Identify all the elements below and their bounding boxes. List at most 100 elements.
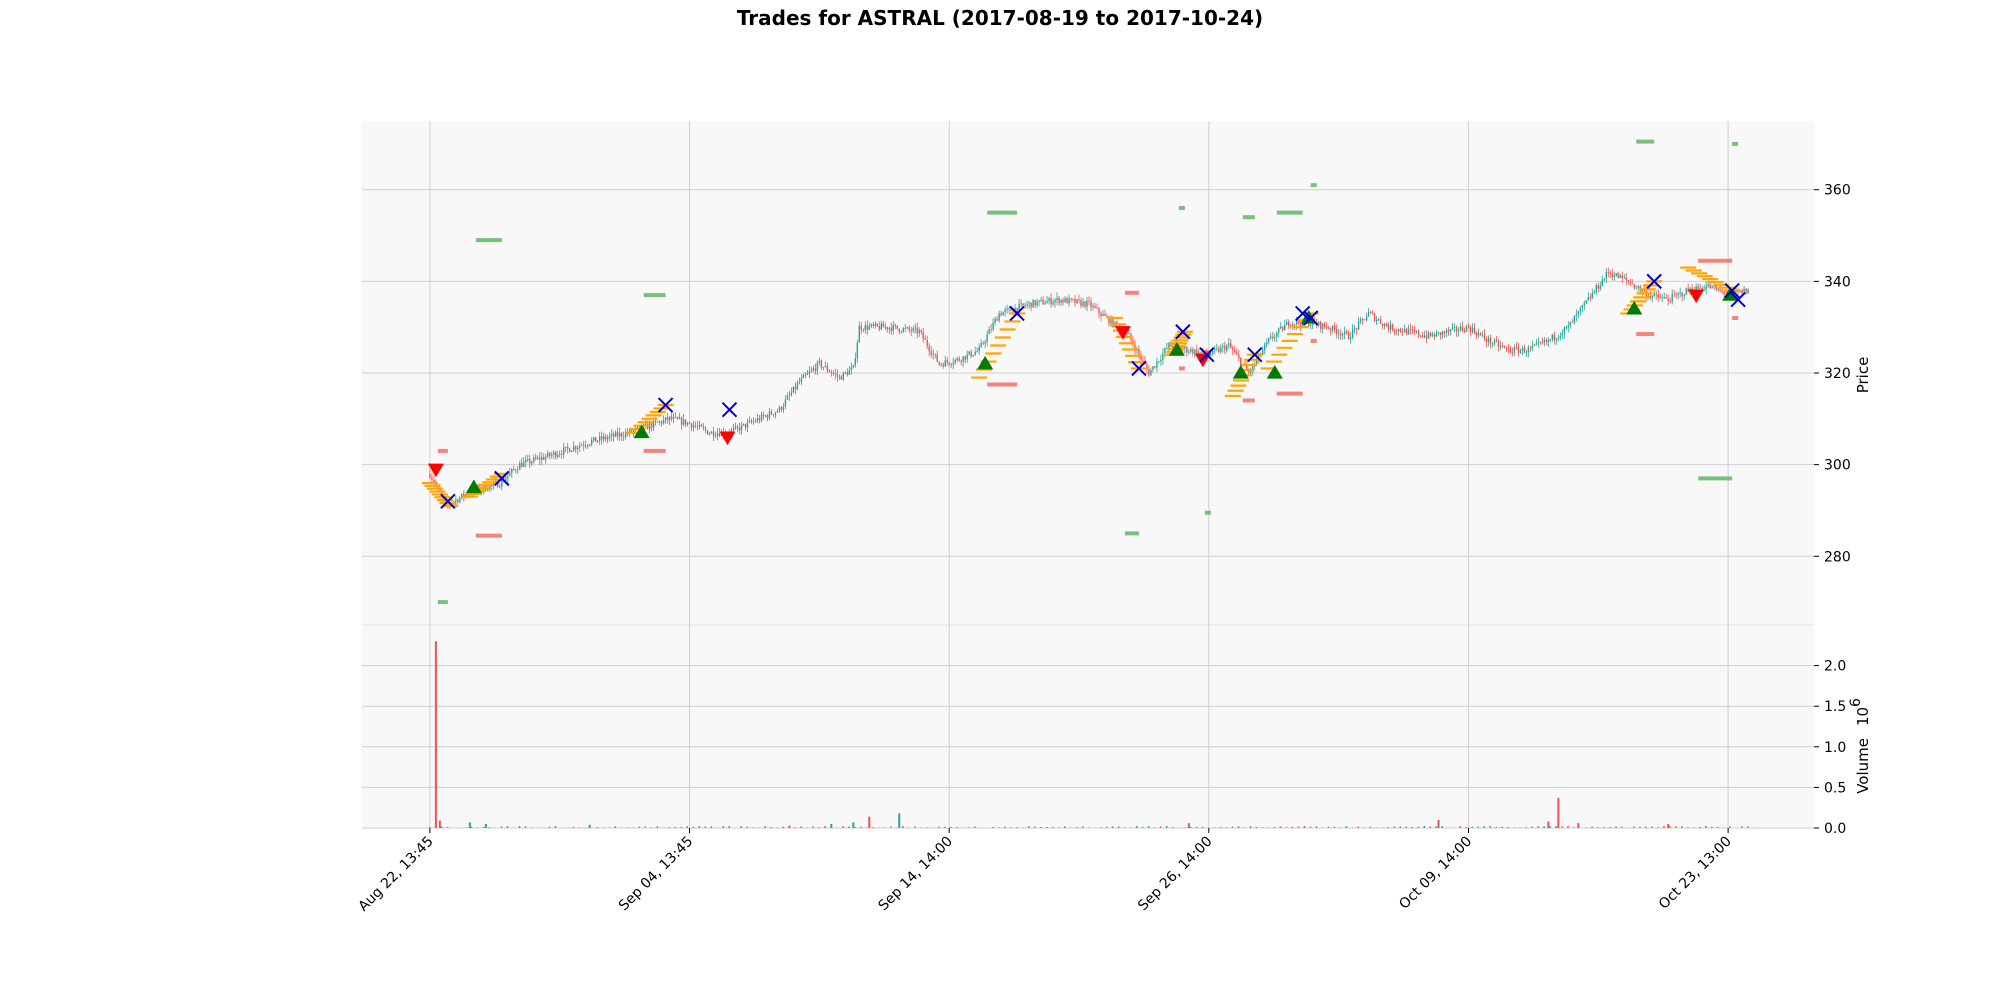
candle-body bbox=[1705, 286, 1706, 289]
candle-body bbox=[1284, 325, 1285, 330]
candle-body bbox=[1272, 336, 1273, 338]
candle-body bbox=[803, 375, 804, 378]
candle-body bbox=[779, 407, 780, 411]
candle-body bbox=[889, 328, 890, 330]
candle-body bbox=[1612, 274, 1613, 277]
candle-body bbox=[1434, 334, 1435, 336]
candle-body bbox=[1664, 297, 1665, 298]
volume-bar bbox=[1741, 826, 1743, 828]
candle-body bbox=[1264, 344, 1265, 350]
candle-body bbox=[1566, 327, 1567, 328]
candle-body bbox=[1574, 316, 1575, 322]
candle-body bbox=[857, 343, 858, 358]
candle-body bbox=[1488, 338, 1489, 342]
volume-bar bbox=[868, 817, 870, 828]
candle-body bbox=[1074, 299, 1075, 303]
volume-bar bbox=[1040, 827, 1042, 828]
volume-bar bbox=[1669, 826, 1671, 828]
candle-body bbox=[1386, 324, 1387, 327]
candle-body bbox=[1476, 333, 1477, 336]
price-tick-label: 320 bbox=[1824, 366, 1851, 382]
candle-body bbox=[1460, 327, 1461, 331]
volume-bar bbox=[1124, 827, 1126, 828]
candle-body bbox=[577, 448, 578, 449]
candle-body bbox=[1652, 296, 1653, 298]
volume-bar bbox=[1663, 826, 1665, 828]
volume-tick-label: 0.5 bbox=[1824, 780, 1846, 796]
candle-body bbox=[937, 354, 938, 361]
volume-bar bbox=[1274, 827, 1276, 828]
volume-axis-label-text: Volume bbox=[1854, 738, 1872, 794]
candle-body bbox=[935, 354, 936, 355]
candle-body bbox=[1156, 362, 1157, 368]
candle-body bbox=[547, 453, 548, 457]
candle-body bbox=[1622, 275, 1623, 277]
candle-body bbox=[699, 425, 700, 427]
volume-axis-label: Volume 10 6 bbox=[1848, 698, 1872, 794]
volume-bar bbox=[1076, 827, 1078, 828]
candle-body bbox=[1224, 346, 1225, 350]
candle-body bbox=[695, 425, 696, 426]
volume-bar bbox=[890, 827, 892, 828]
candle-body bbox=[950, 364, 951, 365]
volume-bar bbox=[740, 826, 742, 828]
candle-body bbox=[1142, 360, 1143, 361]
candle-body bbox=[1685, 288, 1686, 295]
candle-body bbox=[685, 419, 686, 424]
stop-loss-level bbox=[1179, 366, 1185, 370]
candle-body bbox=[939, 362, 940, 365]
volume-bar bbox=[938, 827, 940, 828]
candle-body bbox=[615, 432, 616, 436]
candle-body bbox=[909, 327, 910, 330]
candle-body bbox=[1534, 344, 1535, 345]
candle-body bbox=[1560, 336, 1561, 338]
candle-body bbox=[1470, 327, 1471, 332]
candle-body bbox=[1428, 333, 1429, 338]
candle-body bbox=[773, 414, 774, 415]
candle-body bbox=[1681, 293, 1682, 297]
volume-bar bbox=[669, 827, 671, 828]
candle-body bbox=[1584, 303, 1585, 305]
candle-body bbox=[801, 378, 802, 382]
candle-body bbox=[877, 324, 878, 326]
candle-body bbox=[1614, 276, 1615, 277]
volume-bar bbox=[770, 827, 772, 828]
candle-body bbox=[1420, 336, 1421, 337]
candle-body bbox=[511, 469, 512, 473]
candle-body bbox=[1352, 329, 1353, 338]
candle-body bbox=[1322, 323, 1323, 328]
volume-bar bbox=[824, 826, 826, 828]
candle-body bbox=[1032, 300, 1033, 307]
volume-bar bbox=[926, 827, 928, 828]
candle-body bbox=[455, 500, 456, 502]
time-tick-label: Oct 09, 14:00 bbox=[1396, 834, 1475, 913]
take-profit-level bbox=[1311, 183, 1317, 187]
candle-body bbox=[841, 376, 842, 379]
volume-bar bbox=[1028, 826, 1030, 828]
volume-bar bbox=[968, 827, 970, 828]
candle-body bbox=[535, 458, 536, 459]
volume-bar bbox=[812, 826, 814, 828]
candle-body bbox=[1004, 310, 1005, 312]
volume-bar bbox=[657, 826, 659, 828]
candle-body bbox=[795, 387, 796, 389]
candle-body bbox=[1060, 300, 1061, 303]
candle-body bbox=[1038, 300, 1039, 302]
candle-body bbox=[1238, 355, 1239, 358]
candle-body bbox=[1088, 301, 1089, 302]
candle-body bbox=[1506, 347, 1507, 348]
candle-body bbox=[651, 423, 652, 427]
stop-loss-level bbox=[1243, 398, 1255, 402]
volume-bar bbox=[1262, 827, 1264, 828]
volume-bar bbox=[794, 827, 796, 828]
candle-body bbox=[1194, 350, 1195, 354]
candle-body bbox=[813, 368, 814, 369]
volume-bar bbox=[1238, 826, 1240, 828]
candle-body bbox=[887, 327, 888, 329]
candle-body bbox=[829, 371, 830, 372]
volume-bar bbox=[1256, 827, 1258, 828]
volume-bar bbox=[1645, 827, 1647, 828]
candle-body bbox=[757, 418, 758, 421]
candle-body bbox=[1162, 353, 1163, 359]
stop-loss-level bbox=[1698, 259, 1732, 263]
